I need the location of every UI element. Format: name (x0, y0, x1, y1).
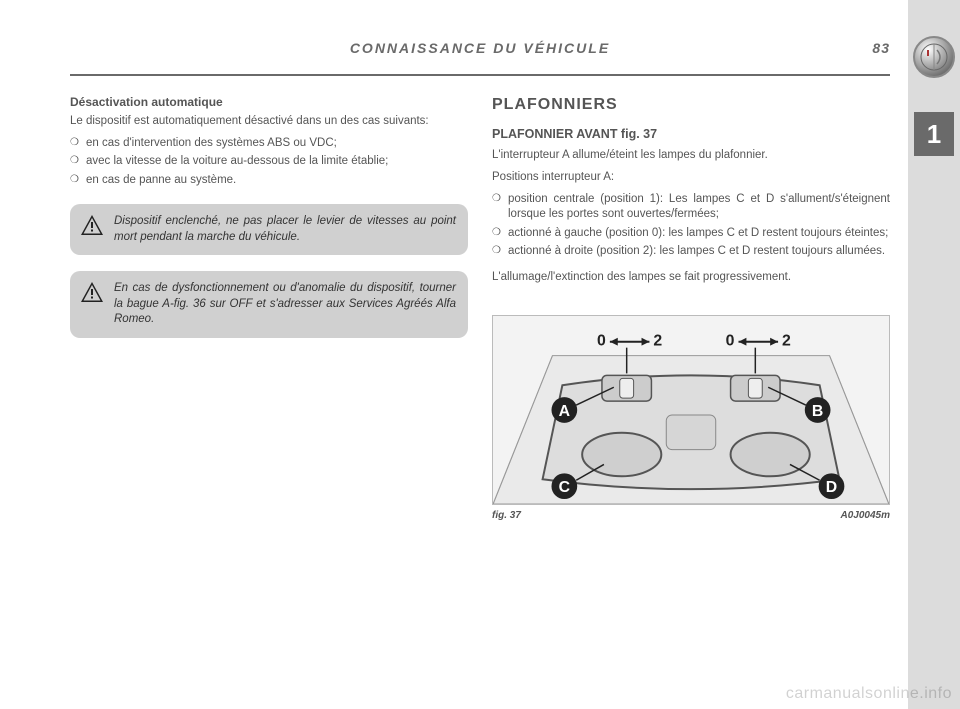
deactivation-intro: Le dispositif est automatiquement désact… (70, 114, 468, 130)
list-item: actionné à droite (position 2): les lamp… (492, 244, 890, 260)
list-item: en cas d'intervention des systèmes ABS o… (70, 136, 468, 152)
watermark-text: carmanualsonline.info (786, 685, 952, 703)
positions-intro: Positions interrupteur A: (492, 170, 890, 186)
callout-text: En cas de dysfonctionnement ou d'anomali… (114, 282, 456, 325)
figure-number: fig. 37 (492, 509, 521, 523)
label-zero-right: 0 (726, 333, 735, 350)
label-C: C (559, 479, 570, 496)
label-two-right: 2 (782, 333, 791, 350)
label-D: D (826, 479, 837, 496)
figure-37-wrap: 0 2 0 2 A (492, 315, 890, 523)
warning-callout-2: En cas de dysfonctionnement ou d'anomali… (70, 271, 468, 338)
switch-description: L'interrupteur A allume/éteint les lampe… (492, 148, 890, 164)
positions-bullets: position centrale (position 1): Les lamp… (492, 192, 890, 260)
deactivation-bullets: en cas d'intervention des systèmes ABS o… (70, 136, 468, 189)
warning-callout-1: Dispositif enclenché, ne pas placer le l… (70, 204, 468, 255)
chapter-indicator: 1 (914, 112, 954, 156)
plafonnier-avant-heading: PLAFONNIER AVANT fig. 37 (492, 126, 890, 143)
manual-page: CONNAISSANCE DU VÉHICULE 83 Désactivatio… (70, 40, 890, 660)
right-column: PLAFONNIERS PLAFONNIER AVANT fig. 37 L'i… (492, 94, 890, 523)
list-item: en cas de panne au système. (70, 173, 468, 189)
label-zero-left: 0 (597, 333, 606, 350)
progressive-note: L'allumage/l'extinction des lampes se fa… (492, 270, 890, 286)
plafonniers-title: PLAFONNIERS (492, 94, 890, 116)
warning-icon (80, 214, 104, 236)
figure-code: A0J0045m (841, 509, 890, 523)
ceiling-light-illustration: 0 2 0 2 A (493, 316, 889, 504)
chapter-number: 1 (927, 119, 941, 150)
label-two-left: 2 (653, 333, 662, 350)
page-header: CONNAISSANCE DU VÉHICULE 83 (70, 40, 890, 68)
alfa-romeo-logo-icon (913, 36, 955, 78)
header-rule (70, 74, 890, 76)
header-title: CONNAISSANCE DU VÉHICULE (350, 40, 610, 56)
warning-icon (80, 281, 104, 303)
label-A: A (559, 403, 571, 420)
label-B: B (812, 403, 823, 420)
figure-caption: fig. 37 A0J0045m (492, 509, 890, 523)
right-sidebar: 1 (908, 0, 960, 709)
content-columns: Désactivation automatique Le dispositif … (70, 94, 890, 523)
figure-37: 0 2 0 2 A (492, 315, 890, 505)
list-item: actionné à gauche (position 0): les lamp… (492, 226, 890, 242)
callout-text: Dispositif enclenché, ne pas placer le l… (114, 215, 456, 243)
list-item: avec la vitesse de la voiture au-dessous… (70, 154, 468, 170)
deactivation-heading: Désactivation automatique (70, 94, 468, 110)
page-number: 83 (872, 40, 890, 56)
left-column: Désactivation automatique Le dispositif … (70, 94, 468, 523)
list-item: position centrale (position 1): Les lamp… (492, 192, 890, 223)
